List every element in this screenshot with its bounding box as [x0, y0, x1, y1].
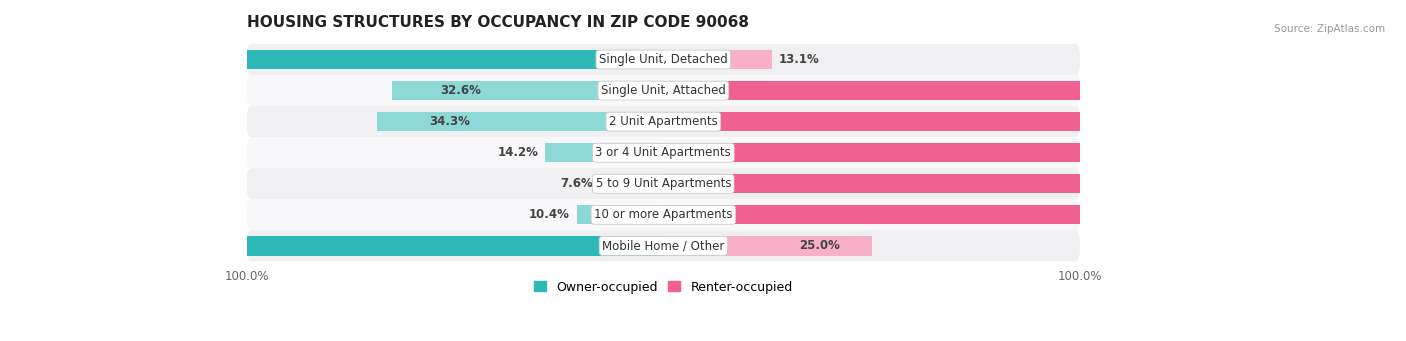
Text: 67.4%: 67.4%: [1099, 84, 1140, 97]
Bar: [600, 174, 664, 193]
Bar: [0, 50, 664, 69]
Text: Single Unit, Attached: Single Unit, Attached: [600, 84, 725, 97]
FancyBboxPatch shape: [246, 231, 1080, 262]
Bar: [664, 143, 1378, 162]
Text: 14.2%: 14.2%: [498, 146, 538, 159]
Bar: [664, 205, 1406, 224]
Text: 10.4%: 10.4%: [529, 208, 569, 221]
FancyBboxPatch shape: [246, 199, 1080, 231]
Bar: [392, 81, 664, 100]
Text: 7.6%: 7.6%: [561, 177, 593, 190]
Text: 32.6%: 32.6%: [440, 84, 481, 97]
Text: HOUSING STRUCTURES BY OCCUPANCY IN ZIP CODE 90068: HOUSING STRUCTURES BY OCCUPANCY IN ZIP C…: [246, 15, 748, 30]
Text: Source: ZipAtlas.com: Source: ZipAtlas.com: [1274, 24, 1385, 34]
Text: 89.6%: 89.6%: [1257, 208, 1298, 221]
FancyBboxPatch shape: [246, 168, 1080, 199]
Text: 2 Unit Apartments: 2 Unit Apartments: [609, 115, 717, 128]
Bar: [377, 112, 664, 131]
Text: 34.3%: 34.3%: [429, 115, 470, 128]
Bar: [38, 236, 664, 255]
Text: 3 or 4 Unit Apartments: 3 or 4 Unit Apartments: [596, 146, 731, 159]
FancyBboxPatch shape: [246, 44, 1080, 75]
Text: Single Unit, Detached: Single Unit, Detached: [599, 53, 728, 66]
Text: Mobile Home / Other: Mobile Home / Other: [602, 239, 724, 252]
Bar: [664, 236, 872, 255]
Bar: [664, 81, 1225, 100]
Text: 10 or more Apartments: 10 or more Apartments: [595, 208, 733, 221]
Text: 65.7%: 65.7%: [1088, 115, 1129, 128]
Bar: [664, 112, 1211, 131]
Text: 5 to 9 Unit Apartments: 5 to 9 Unit Apartments: [596, 177, 731, 190]
Bar: [664, 50, 772, 69]
Text: 86.9%: 86.9%: [69, 53, 111, 66]
Text: 92.4%: 92.4%: [1277, 177, 1317, 190]
Bar: [546, 143, 664, 162]
Legend: Owner-occupied, Renter-occupied: Owner-occupied, Renter-occupied: [529, 276, 797, 298]
Bar: [664, 174, 1406, 193]
Text: 13.1%: 13.1%: [779, 53, 820, 66]
FancyBboxPatch shape: [246, 137, 1080, 168]
Text: 75.0%: 75.0%: [150, 239, 191, 252]
Text: 85.8%: 85.8%: [1230, 146, 1271, 159]
Bar: [576, 205, 664, 224]
FancyBboxPatch shape: [246, 106, 1080, 137]
FancyBboxPatch shape: [246, 75, 1080, 106]
Text: 25.0%: 25.0%: [800, 239, 841, 252]
